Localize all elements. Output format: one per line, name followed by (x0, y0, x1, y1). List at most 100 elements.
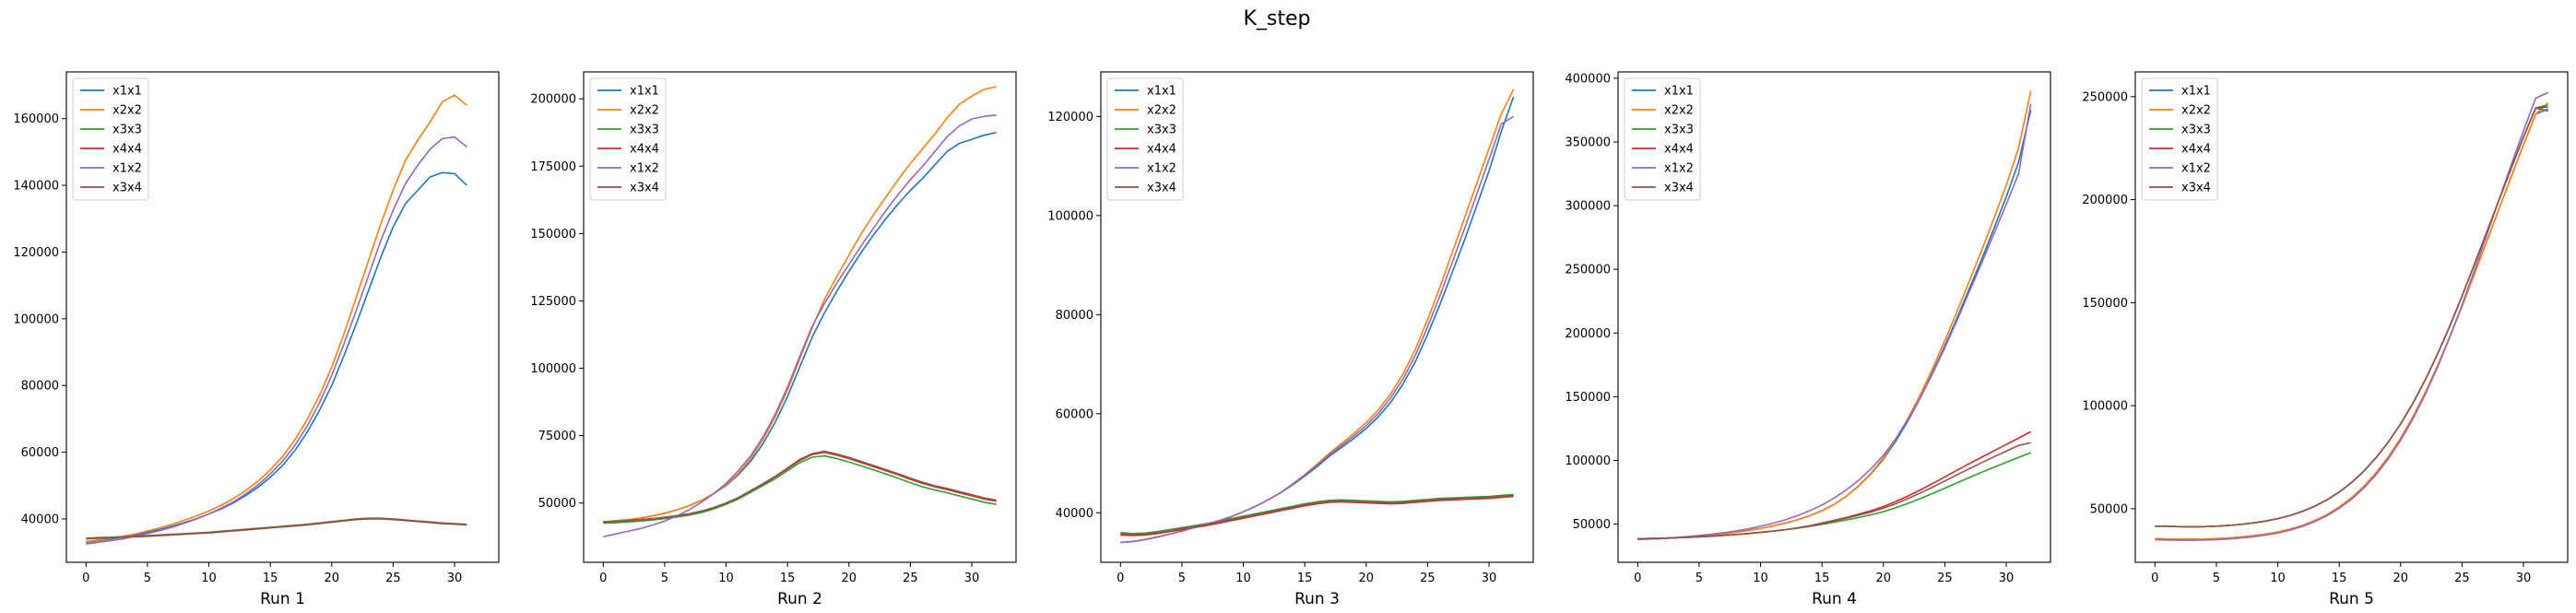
legend-label: x1x2 (630, 162, 659, 176)
legend-label: x3x3 (630, 124, 659, 137)
y-tick-label: 125000 (530, 295, 576, 309)
legend-box (72, 77, 149, 201)
legend-label: x2x2 (2181, 104, 2211, 118)
series-line-x3x4 (1120, 494, 1514, 536)
y-tick-label: 150000 (2082, 297, 2128, 311)
legend-label: x2x2 (630, 104, 659, 118)
x-tick-label: 5 (144, 572, 151, 585)
series-line-x3x3 (1120, 493, 1514, 535)
legend-label: x3x3 (112, 124, 142, 137)
y-tick-label: 200000 (1565, 327, 1611, 341)
y-tick-label: 50000 (1573, 518, 1611, 532)
legend-label: x3x4 (1147, 182, 1176, 195)
series-line-x3x3 (603, 454, 997, 525)
legend-label: x2x2 (1147, 104, 1176, 118)
series-line-x2x2 (2155, 101, 2549, 540)
y-tick-label: 50000 (538, 497, 576, 511)
x-axis-label: Run 2 (777, 590, 822, 608)
legend-box (1624, 77, 1701, 201)
x-tick-label: 10 (201, 572, 217, 585)
series-group (86, 94, 467, 545)
x-tick-label: 10 (2270, 572, 2286, 585)
legend-box (1106, 77, 1184, 201)
x-tick-label: 5 (2213, 572, 2220, 585)
y-tick-label: 100000 (1047, 209, 1093, 223)
figure-title: K_step (1243, 7, 1310, 30)
series-line-x3x4 (2155, 107, 2548, 528)
x-tick-label: 20 (1876, 572, 1892, 585)
chart-panel-2: 0 5 10 15 20 25 30 50000 75000 100000 125000 150000… (530, 71, 1017, 608)
x-tick-label: 30 (964, 572, 980, 585)
x-tick-label: 25 (385, 572, 401, 585)
legend-label: x3x4 (1664, 182, 1694, 195)
legend-label: x3x3 (1147, 124, 1176, 137)
series-line-x1x2 (603, 113, 997, 538)
x-tick-label: 10 (1753, 572, 1768, 585)
y-tick-label: 160000 (13, 112, 59, 126)
y-tick-label: 50000 (2090, 502, 2128, 516)
chart-panel-3: 0 5 10 15 20 25 30 40000 60000 80000 100000 120000 R… (1047, 71, 1534, 608)
y-tick-label: 40000 (1056, 507, 1093, 521)
series-line-x1x2 (1120, 115, 1515, 544)
y-tick-label: 120000 (1047, 111, 1093, 124)
x-tick-label: 25 (2454, 572, 2470, 585)
y-tick-label: 200000 (2082, 194, 2128, 207)
y-tick-label: 40000 (21, 513, 59, 526)
x-tick-label: 25 (1420, 572, 1436, 585)
series-group (2155, 91, 2549, 541)
series-line-x1x2 (1637, 103, 2032, 540)
legend-label: x3x3 (2181, 124, 2211, 137)
x-tick-label: 15 (1297, 572, 1313, 585)
x-axis-label: Run 1 (260, 590, 305, 608)
y-tick-label: 60000 (21, 446, 59, 460)
legend-label: x1x1 (1147, 85, 1176, 99)
chart-panel-1: 0 5 10 15 20 25 30 40000 60000 80000 100000 120000 1… (13, 71, 500, 608)
y-tick-label: 350000 (1565, 136, 1611, 150)
series-line-x4x4 (1120, 495, 1514, 536)
y-tick-label: 150000 (530, 228, 576, 242)
legend-label: x3x3 (1664, 124, 1694, 137)
y-tick-label: 80000 (1056, 309, 1093, 323)
x-tick-label: 10 (1235, 572, 1251, 585)
series-line-x2x2 (603, 86, 997, 523)
y-tick-label: 100000 (1565, 454, 1611, 468)
x-tick-label: 5 (1178, 572, 1186, 585)
x-tick-label: 25 (1937, 572, 1953, 585)
y-tick-label: 120000 (13, 246, 59, 260)
legend-label: x4x4 (2181, 143, 2211, 157)
legend-label: x1x1 (112, 85, 142, 99)
legend-label: x3x4 (112, 182, 142, 195)
x-tick-label: 30 (447, 572, 463, 585)
x-tick-label: 0 (599, 572, 607, 585)
chart-panel-5: 0 5 10 15 20 25 30 50000 100000 150000 200000 25000… (2082, 71, 2569, 608)
legend-label: x2x2 (112, 104, 142, 118)
x-tick-label: 0 (2151, 572, 2158, 585)
series-line-x1x1 (86, 171, 467, 544)
x-axis-label: Run 3 (1294, 590, 1340, 608)
x-tick-label: 10 (718, 572, 734, 585)
series-line-x1x2 (86, 136, 467, 545)
series-line-x1x2 (2155, 91, 2549, 541)
legend-label: x1x1 (1664, 85, 1694, 99)
x-tick-label: 5 (661, 572, 668, 585)
y-tick-label: 300000 (1565, 200, 1611, 214)
y-tick-label: 200000 (530, 93, 576, 107)
legend: x1x1 x2x2 x3x3 x4x4 x1x2 x3x4 (2141, 77, 2218, 201)
series-line-x3x4 (603, 450, 997, 523)
legend-label: x1x1 (630, 85, 659, 99)
x-tick-label: 15 (263, 572, 278, 585)
legend-label: x4x4 (1147, 143, 1176, 157)
y-tick-label: 140000 (13, 180, 59, 194)
legend: x1x1 x2x2 x3x3 x4x4 x1x2 x3x4 (72, 77, 149, 201)
x-tick-label: 20 (1359, 572, 1375, 585)
series-line-x2x2 (86, 94, 467, 543)
series-line-x3x4 (1637, 442, 2031, 540)
y-tick-label: 150000 (1565, 391, 1611, 405)
x-tick-label: 30 (2516, 572, 2532, 585)
x-tick-label: 15 (2332, 572, 2347, 585)
x-tick-label: 0 (82, 572, 89, 585)
x-tick-label: 0 (1634, 572, 1641, 585)
y-tick-label: 75000 (538, 430, 576, 443)
legend: x1x1 x2x2 x3x3 x4x4 x1x2 x3x4 (1106, 77, 1184, 201)
